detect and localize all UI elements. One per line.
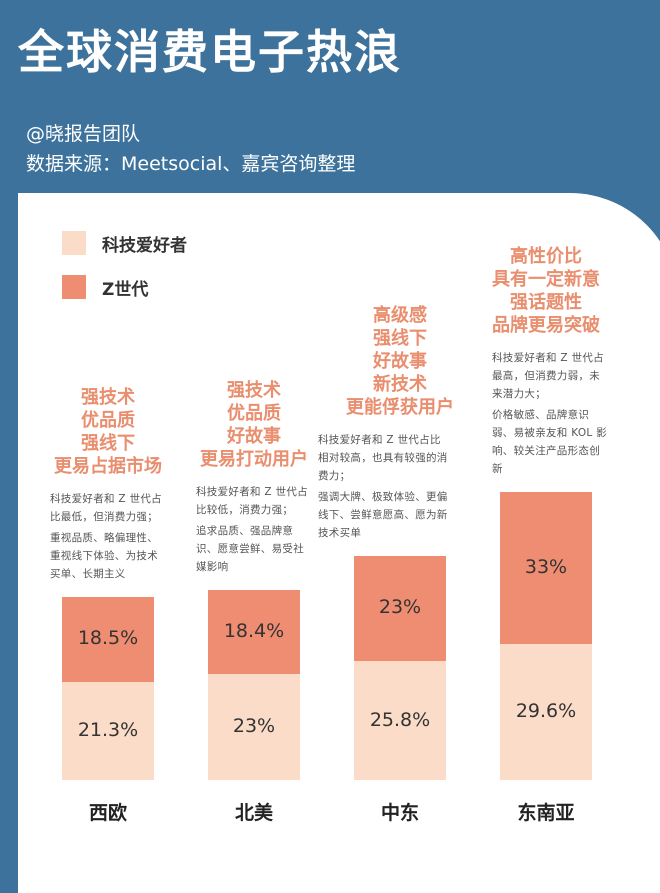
- legend-label: 科技爱好者: [102, 235, 187, 256]
- annotation-slogan-line: 品牌更易突破: [492, 315, 600, 337]
- bar-value-label: 33%: [524, 555, 568, 578]
- annotation-slogan-line: 优品质: [81, 409, 135, 431]
- annotation-slogan: 高性价比 具有一定新意 强话题性 品牌更易突破: [471, 245, 621, 337]
- annotation-slogan-line: 新技术: [373, 373, 427, 395]
- bar-value-label: 23%: [378, 596, 422, 619]
- annotation-slogan-line: 强线下: [81, 432, 135, 454]
- bar-segment-tech-enthusiast: 25.8%: [354, 661, 446, 780]
- page-title: 全球消费电子热浪: [18, 25, 402, 79]
- annotation-note-line: 科技爱好者和 Z 世代占最高，但消费力弱，未来潜力大；: [492, 352, 604, 401]
- legend-swatch-gen-z: [62, 275, 86, 299]
- data-source-label: 数据来源：Meetsocial、嘉宾咨询整理: [26, 153, 356, 175]
- annotation-slogan-line: 更易占据市场: [54, 455, 162, 477]
- bar-value-label: 23%: [232, 715, 276, 738]
- annotation-note: 科技爱好者和 Z 世代占比最低，但消费力强； 重视品质、略偏理性、重视线下体验、为…: [50, 490, 168, 583]
- annotation-note: 科技爱好者和 Z 世代占最高，但消费力弱，未来潜力大； 价格敏感、品牌意识弱、易被…: [492, 349, 610, 478]
- bar-value-label: 21.3%: [77, 719, 139, 741]
- annotation-slogan-line: 高级感: [373, 304, 427, 326]
- bar-segment-gen-z: 18.5%: [62, 596, 154, 682]
- annotation-slogan-line: 强线下: [373, 327, 427, 349]
- annotation-slogan: 强技术 优品质 好故事 更易打动用户: [179, 379, 329, 471]
- x-tick-label: 西欧: [88, 802, 127, 824]
- annotation-slogan: 高级感 强线下 好故事 新技术 更能俘获用户: [325, 304, 475, 419]
- bar-value-label: 18.4%: [223, 619, 285, 642]
- bar-value-label: 18.5%: [77, 627, 139, 650]
- annotation-note-line: 科技爱好者和 Z 世代占比相对较高，也具有较强的消费力；: [318, 433, 448, 482]
- legend-item-gen-z: Z世代: [62, 274, 148, 300]
- legend-swatch-tech-enthusiast: [62, 231, 86, 255]
- annotation-slogan-line: 具有一定新意: [492, 269, 600, 291]
- x-tick-label: 中东: [380, 802, 419, 824]
- annotation-note-line: 科技爱好者和 Z 世代占比较低，消费力强；: [196, 485, 308, 516]
- bar-value-label: 29.6%: [515, 699, 577, 722]
- annotation-slogan: 强技术 优品质 强线下 更易占据市场: [33, 386, 183, 478]
- x-tick-label: 东南亚: [517, 802, 575, 824]
- annotation-note-line: 价格敏感、品牌意识弱、易被亲友和 KOL 影响、较关注产品形态创新: [492, 409, 608, 476]
- bar-value-label: 25.8%: [369, 708, 431, 731]
- annotation-note-line: 追求品质、强品牌意识、愿意尝鲜、易受社媒影响: [196, 524, 304, 573]
- bar-segment-tech-enthusiast: 23%: [208, 674, 300, 780]
- annotation-slogan-line: 更能俘获用户: [346, 396, 454, 418]
- annotation-note-line: 重视品质、略偏理性、重视线下体验、为技术买单、长期主义: [50, 531, 158, 580]
- bar-segment-gen-z: 23%: [354, 555, 446, 662]
- annotation-slogan-line: 优品质: [227, 402, 281, 424]
- annotation-slogan-line: 强技术: [81, 386, 135, 408]
- bar-segment-gen-z: 18.4%: [208, 589, 300, 675]
- annotation-slogan-line: 强话题性: [510, 292, 582, 314]
- annotation-note: 科技爱好者和 Z 世代占比较低，消费力强； 追求品质、强品牌意识、愿意尝鲜、易受社…: [196, 483, 314, 576]
- annotation-note: 科技爱好者和 Z 世代占比相对较高，也具有较强的消费力； 强调大牌、极致体验、更偏…: [318, 431, 450, 542]
- annotation-slogan-line: 强技术: [227, 379, 281, 401]
- annotation-slogan-line: 更易打动用户: [200, 448, 308, 470]
- x-tick-label: 北美: [234, 802, 273, 824]
- legend-item-tech-enthusiast: 科技爱好者: [62, 230, 187, 256]
- annotation-slogan-line: 好故事: [227, 425, 281, 447]
- annotation-slogan-line: 高性价比: [510, 246, 582, 268]
- bar-segment-tech-enthusiast: 21.3%: [62, 682, 154, 780]
- annotation-note-line: 强调大牌、极致体验、更偏线下、尝鲜意愿高、愿为新技术买单: [318, 490, 448, 539]
- bar-segment-gen-z: 33%: [500, 492, 592, 644]
- annotation-slogan-line: 好故事: [373, 350, 427, 372]
- annotation-note-line: 科技爱好者和 Z 世代占比最低，但消费力强；: [50, 492, 162, 523]
- author-label: @晓报告团队: [26, 123, 141, 145]
- bar-segment-tech-enthusiast: 29.6%: [500, 643, 592, 780]
- legend-label: Z世代: [102, 279, 149, 300]
